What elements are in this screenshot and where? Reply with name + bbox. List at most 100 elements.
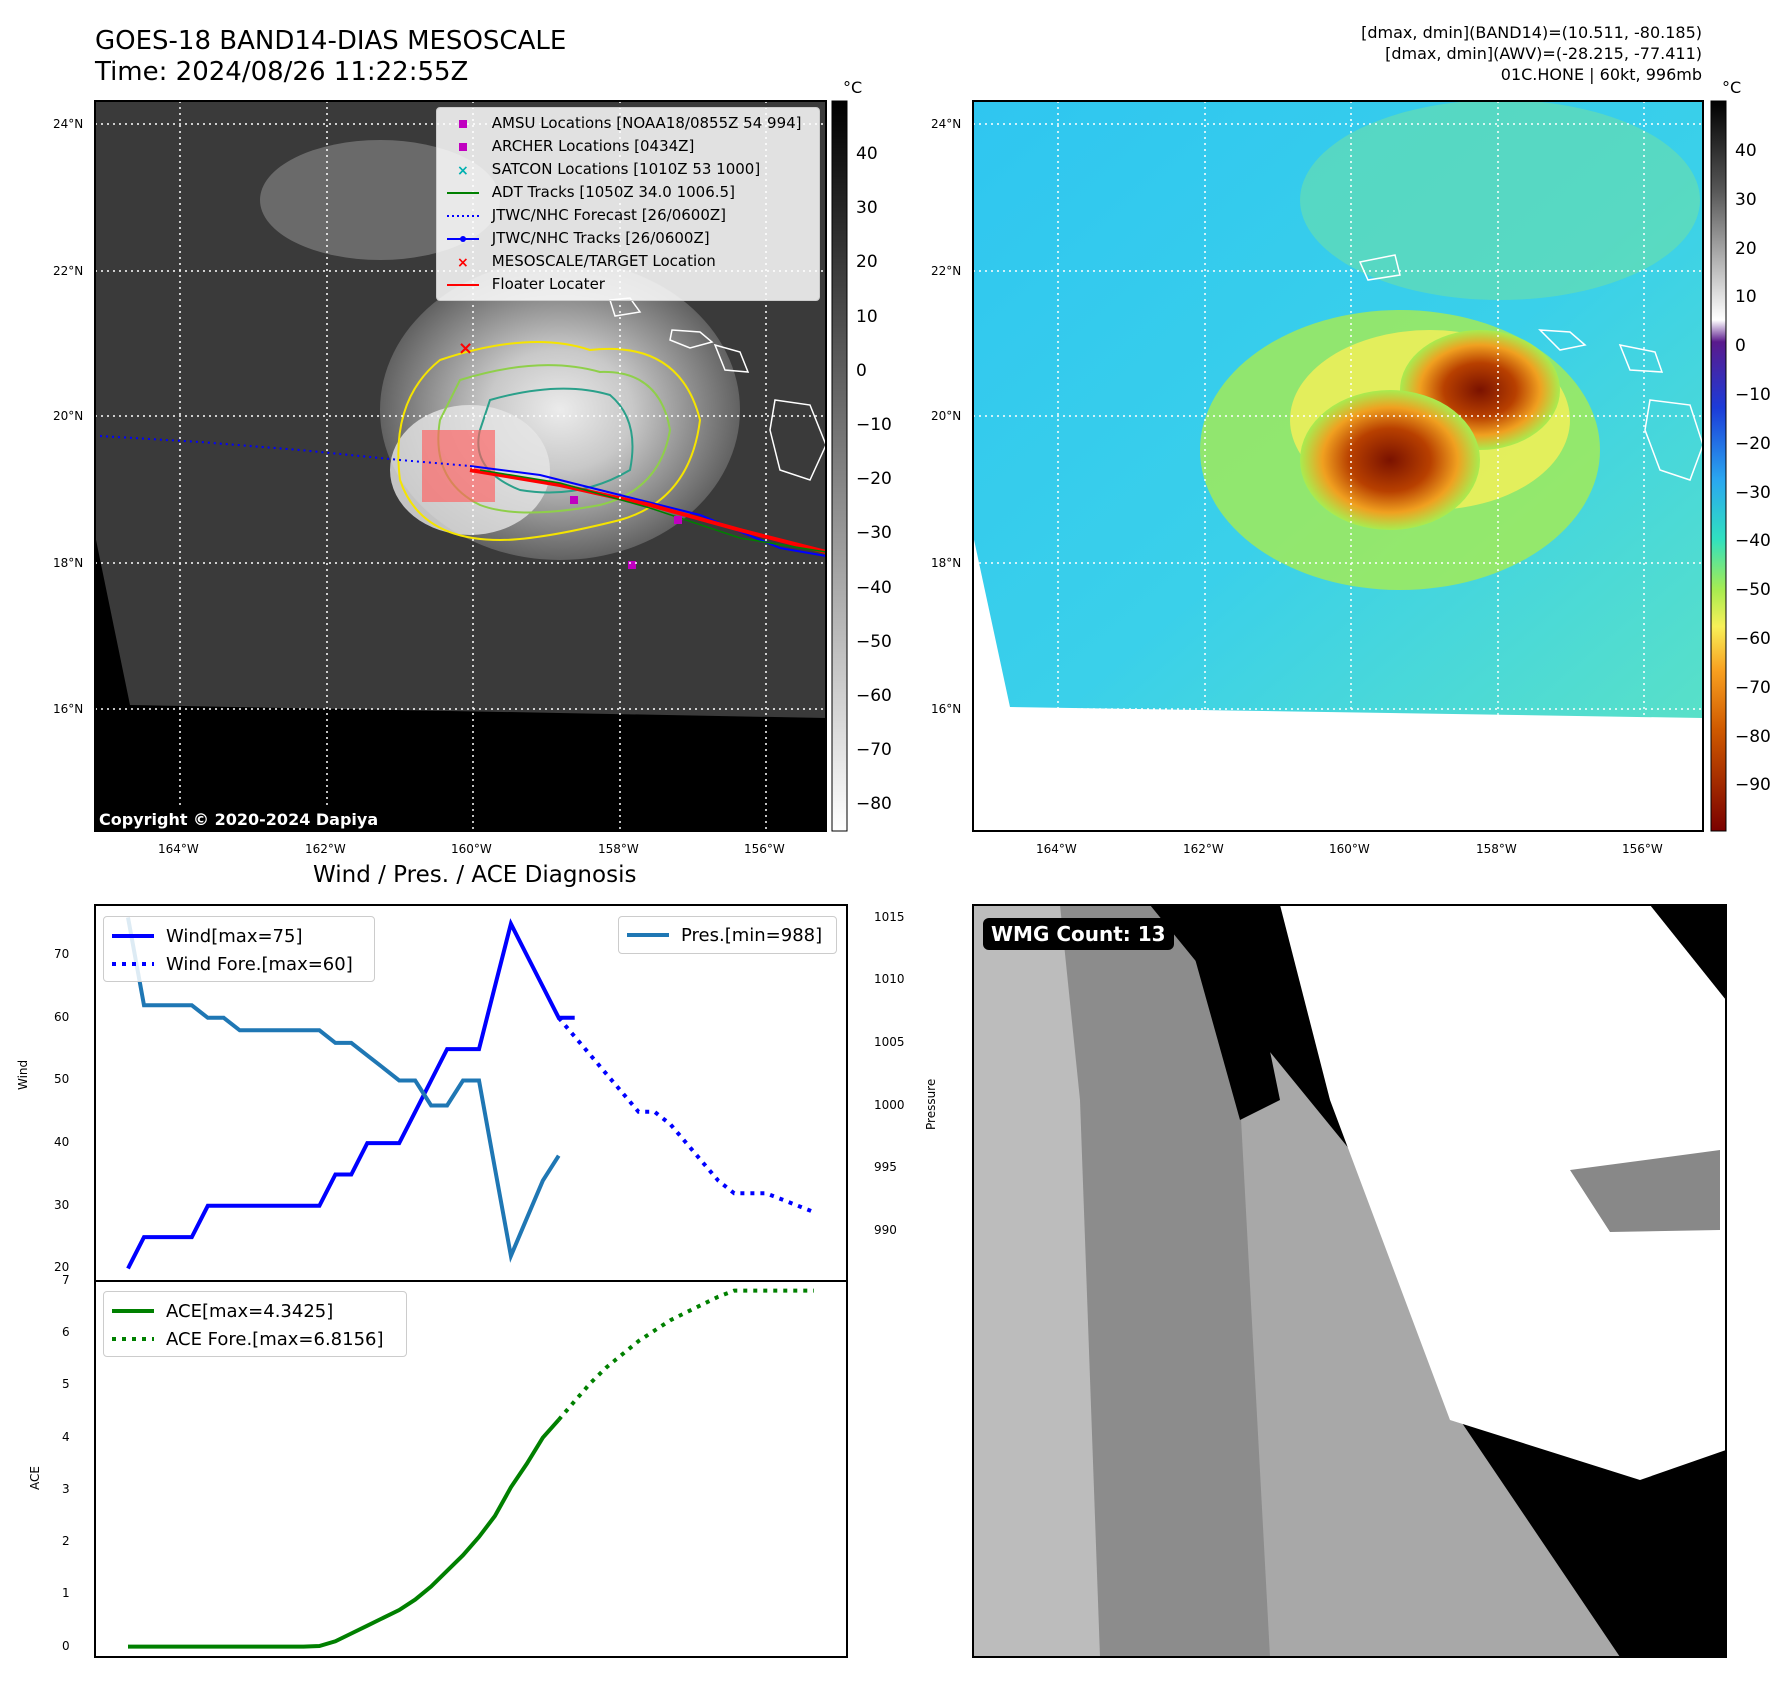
wind-fore-legend-label: Wind Fore.[max=60]	[166, 954, 353, 975]
y2-tick: 1015	[874, 909, 905, 924]
enhanced-island-hawaii	[1644, 399, 1704, 481]
colorbar-tick: −40	[856, 577, 892, 598]
wmg-panel	[972, 904, 1727, 1658]
wind-legend: Wind[max=75] Wind Fore.[max=60]	[103, 916, 375, 982]
y-tick: 6	[62, 1325, 70, 1340]
colorbar-tick: 10	[1735, 287, 1757, 308]
y-tick: 4	[62, 1429, 70, 1444]
map-legend-dot	[460, 235, 466, 242]
colorbar-tick: −20	[856, 469, 892, 490]
floater-highlight-box	[422, 430, 495, 502]
colorbar-tick: −20	[1735, 433, 1771, 454]
colorbar-tick: 30	[1735, 189, 1757, 210]
map-legend-label: Floater Locater	[487, 275, 605, 293]
island-hawaii	[769, 399, 827, 481]
colorbar-tick: −70	[1735, 677, 1771, 698]
map-legend-label: JTWC/NHC Forecast [26/0600Z]	[487, 206, 726, 224]
island-oahu	[669, 329, 714, 349]
archer-location-marker	[628, 561, 636, 569]
y-tick: 30	[54, 1197, 70, 1212]
map-legend-swatch: ×	[457, 255, 469, 271]
stats-block: [dmax, dmin](BAND14)=(10.511, -80.185) […	[1361, 22, 1702, 85]
colorbar-tick: −40	[1735, 531, 1771, 552]
enh-lat-tick: 22°N	[931, 264, 962, 278]
pressure-legend-label: Pres.[min=988]	[681, 925, 823, 946]
figure-time: Time: 2024/08/26 11:22:55Z	[95, 57, 469, 87]
enh-lon-tick: 156°W	[1622, 842, 1663, 856]
enhanced-map-gridlines	[973, 101, 1703, 831]
map-legend-item: × SATCON Locations [1010Z 53 1000]	[445, 160, 760, 179]
colorbar-tick: −80	[1735, 726, 1771, 747]
series-line	[557, 1288, 814, 1422]
map-legend-swatch	[459, 119, 467, 128]
colorbar-tick: −70	[856, 740, 892, 761]
ace-plot	[128, 1288, 814, 1649]
ir-lon-tick: 156°W	[744, 842, 785, 856]
pressure-legend: Pres.[min=988]	[618, 916, 837, 954]
figure-title: GOES-18 BAND14-DIAS MESOSCALE	[95, 26, 567, 56]
map-legend-label: MESOSCALE/TARGET Location	[487, 252, 716, 270]
map-legend-item: AMSU Locations [NOAA18/0855Z 54 994]	[445, 114, 802, 132]
ir-lon-tick: 162°W	[305, 842, 346, 856]
enhanced-cloud-cell-west	[1300, 390, 1480, 530]
floater-locater-line	[469, 468, 827, 554]
y-tick: 3	[62, 1481, 70, 1496]
ir-lon-tick: 158°W	[598, 842, 639, 856]
colorbar-tick: −60	[856, 686, 892, 706]
map-legend-item: Floater Locater	[445, 275, 605, 293]
enh-lon-tick: 160°W	[1329, 842, 1370, 856]
ace-legend-label: ACE[max=4.3425]	[166, 1301, 334, 1322]
map-legend-item: ADT Tracks [1050Z 34.0 1006.5]	[445, 183, 735, 201]
colorbar-tick: −90	[1735, 775, 1771, 796]
map-legend-label: ADT Tracks [1050Z 34.0 1006.5]	[487, 183, 735, 201]
colorbar-tick: 0	[856, 360, 867, 381]
enhanced-colorbar-unit: °C	[1722, 78, 1742, 97]
map-legend-swatch	[447, 191, 479, 194]
y2-tick: 990	[874, 1222, 897, 1237]
colorbar-tick: 20	[1735, 238, 1757, 259]
wind-axis-label: Wind	[16, 1059, 30, 1090]
colorbar-tick: 10	[856, 306, 878, 327]
colorbar-tick: −60	[1735, 629, 1771, 649]
enh-lat-tick: 16°N	[931, 702, 962, 716]
ir-lat-tick: 20°N	[53, 409, 84, 423]
ir-lat-tick: 16°N	[53, 702, 84, 716]
map-legend-swatch: ×	[457, 163, 469, 179]
map-legend-marker: ×	[457, 255, 469, 270]
y2-tick: 1010	[874, 972, 905, 987]
map-legend-item: ARCHER Locations [0434Z]	[445, 137, 694, 155]
y-tick: 40	[54, 1135, 70, 1150]
ir-map-nodata-area	[95, 535, 826, 831]
series-line	[128, 1418, 561, 1649]
wmg-white-region	[1280, 905, 1726, 1480]
ir-lat-tick: 24°N	[53, 117, 84, 131]
ir-contour-yellow	[397, 341, 702, 542]
map-legend-label: ARCHER Locations [0434Z]	[487, 137, 695, 155]
stats-band14: [dmax, dmin](BAND14)=(10.511, -80.185)	[1361, 23, 1702, 42]
y-tick: 50	[54, 1072, 70, 1087]
enhanced-cloud-north	[1300, 100, 1700, 300]
enhanced-island-maui	[1618, 343, 1664, 373]
amsu-location-marker-2	[674, 516, 682, 524]
colorbar-tick: −80	[856, 794, 892, 815]
copyright-text: Copyright © 2020-2024 Dapiya	[99, 810, 379, 829]
stats-awv: [dmax, dmin](AWV)=(-28.215, -77.411)	[1385, 44, 1702, 63]
y-tick: 60	[54, 1009, 70, 1024]
series-line	[126, 917, 561, 1263]
pressure-legend-swatches	[627, 933, 669, 937]
ir-lat-tick: 18°N	[53, 556, 84, 570]
y2-tick: 995	[874, 1160, 897, 1175]
map-legend-marker	[459, 119, 467, 128]
colorbar-tick: −30	[856, 523, 892, 544]
jtwc-track-line	[469, 465, 827, 557]
map-legend-item: JTWC/NHC Forecast [26/0600Z]	[445, 206, 726, 224]
colorbar-tick: −50	[1735, 580, 1771, 601]
y-tick: 5	[62, 1377, 70, 1392]
y2-tick: 1000	[874, 1097, 905, 1112]
ir-lat-tick: 22°N	[53, 264, 84, 278]
ace-legend: ACE[max=4.3425] ACE Fore.[max=6.8156]	[103, 1291, 407, 1357]
ir-map-legend: AMSU Locations [NOAA18/0855Z 54 994] ARC…	[436, 107, 820, 301]
y-tick: 2	[62, 1534, 70, 1549]
jtwc-forecast-line	[99, 435, 471, 467]
